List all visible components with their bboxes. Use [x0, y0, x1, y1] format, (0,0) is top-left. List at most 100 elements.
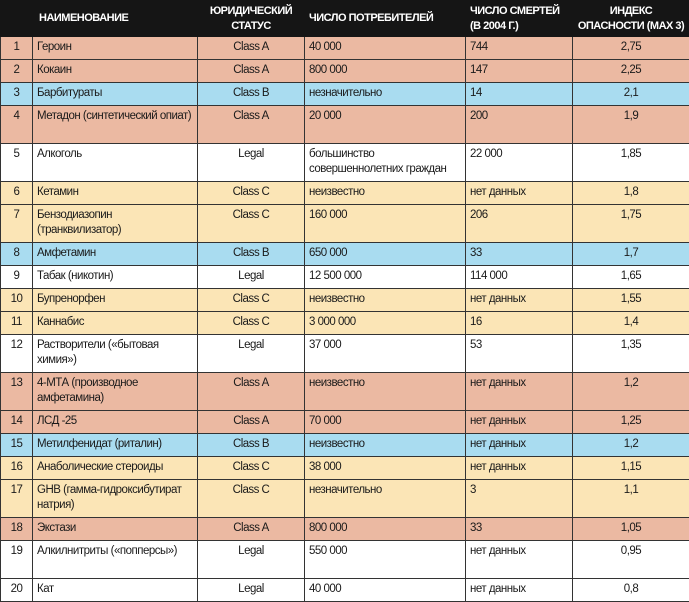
- cell-index: 1,75: [573, 205, 689, 243]
- cell-users: незначительно: [305, 83, 466, 106]
- cell-name: Метилфенидат (риталин): [33, 434, 198, 457]
- cell-name: Героин: [33, 37, 198, 60]
- cell-name: Экстази: [33, 518, 198, 541]
- cell-num: 3: [1, 83, 33, 106]
- cell-name: Алкилнитриты («попперсы»): [33, 541, 198, 579]
- cell-num: 12: [1, 335, 33, 373]
- cell-users: 160 000: [305, 205, 466, 243]
- cell-status: Legal: [198, 266, 305, 289]
- header-name: НАИМЕНОВАНИЕ: [33, 1, 198, 37]
- cell-index: 0,95: [573, 541, 689, 579]
- cell-deaths: 3: [466, 480, 573, 518]
- cell-users: 3 000 000: [305, 312, 466, 335]
- cell-users: незначительно: [305, 480, 466, 518]
- cell-status: Class C: [198, 289, 305, 312]
- header-index: ИНДЕКС ОПАСНОСТИ (max 3): [573, 1, 689, 37]
- cell-deaths: нет данных: [466, 434, 573, 457]
- cell-status: Class C: [198, 312, 305, 335]
- cell-users: 650 000: [305, 243, 466, 266]
- cell-deaths: 206: [466, 205, 573, 243]
- cell-status: Class B: [198, 83, 305, 106]
- table-header-row: НАИМЕНОВАНИЕ ЮРИДИЧЕСКИЙ СТАТУС ЧИСЛО ПО…: [1, 1, 689, 37]
- header-status: ЮРИДИЧЕСКИЙ СТАТУС: [198, 1, 305, 37]
- cell-index: 0,8: [573, 579, 689, 602]
- cell-name: Кокаин: [33, 60, 198, 83]
- cell-num: 1: [1, 37, 33, 60]
- cell-users: неизвестно: [305, 289, 466, 312]
- cell-deaths: нет данных: [466, 541, 573, 579]
- cell-deaths: нет данных: [466, 411, 573, 434]
- cell-status: Class C: [198, 457, 305, 480]
- header-users: ЧИСЛО ПОТРЕБИТЕЛЕЙ: [305, 1, 466, 37]
- cell-name: GHB (гамма-гидроксибутират натрия): [33, 480, 198, 518]
- cell-name: Табак (никотин): [33, 266, 198, 289]
- cell-name: Растворители («бытовая химия»): [33, 335, 198, 373]
- cell-index: 1,55: [573, 289, 689, 312]
- cell-num: 13: [1, 373, 33, 411]
- header-num: [1, 1, 33, 37]
- cell-deaths: 33: [466, 243, 573, 266]
- cell-name: Бупренорфен: [33, 289, 198, 312]
- cell-name: Анаболические стероиды: [33, 457, 198, 480]
- cell-index: 1,2: [573, 434, 689, 457]
- cell-users: 800 000: [305, 518, 466, 541]
- cell-deaths: нет данных: [466, 182, 573, 205]
- cell-num: 17: [1, 480, 33, 518]
- cell-users: 800 000: [305, 60, 466, 83]
- cell-status: Class B: [198, 434, 305, 457]
- cell-name: Алкоголь: [33, 144, 198, 182]
- cell-num: 16: [1, 457, 33, 480]
- cell-deaths: 147: [466, 60, 573, 83]
- cell-users: 550 000: [305, 541, 466, 579]
- cell-index: 1,9: [573, 106, 689, 144]
- cell-status: Class A: [198, 60, 305, 83]
- cell-name: Метадон (синтетический опиат): [33, 106, 198, 144]
- cell-status: Legal: [198, 579, 305, 602]
- cell-name: Амфетамин: [33, 243, 198, 266]
- cell-index: 1,35: [573, 335, 689, 373]
- cell-num: 5: [1, 144, 33, 182]
- cell-status: Class A: [198, 411, 305, 434]
- cell-index: 1,25: [573, 411, 689, 434]
- cell-users: неизвестно: [305, 373, 466, 411]
- cell-index: 1,7: [573, 243, 689, 266]
- cell-num: 4: [1, 106, 33, 144]
- cell-users: большинство совершеннолетних граждан: [305, 144, 466, 182]
- cell-users: неизвестно: [305, 182, 466, 205]
- cell-index: 2,25: [573, 60, 689, 83]
- cell-users: 37 000: [305, 335, 466, 373]
- cell-deaths: 744: [466, 37, 573, 60]
- header-deaths: ЧИСЛО СМЕРТЕЙ (в 2004 г.): [466, 1, 573, 37]
- cell-users: 20 000: [305, 106, 466, 144]
- cell-status: Class B: [198, 243, 305, 266]
- cell-index: 2,75: [573, 37, 689, 60]
- cell-name: Каннабис: [33, 312, 198, 335]
- cell-index: 1,4: [573, 312, 689, 335]
- cell-index: 1,8: [573, 182, 689, 205]
- cell-status: Legal: [198, 144, 305, 182]
- cell-deaths: 16: [466, 312, 573, 335]
- cell-index: 1,1: [573, 480, 689, 518]
- cell-deaths: 53: [466, 335, 573, 373]
- cell-index: 1,05: [573, 518, 689, 541]
- cell-num: 18: [1, 518, 33, 541]
- cell-deaths: 22 000: [466, 144, 573, 182]
- cell-index: 1,85: [573, 144, 689, 182]
- cell-deaths: 14: [466, 83, 573, 106]
- cell-num: 7: [1, 205, 33, 243]
- cell-name: ЛСД -25: [33, 411, 198, 434]
- cell-num: 14: [1, 411, 33, 434]
